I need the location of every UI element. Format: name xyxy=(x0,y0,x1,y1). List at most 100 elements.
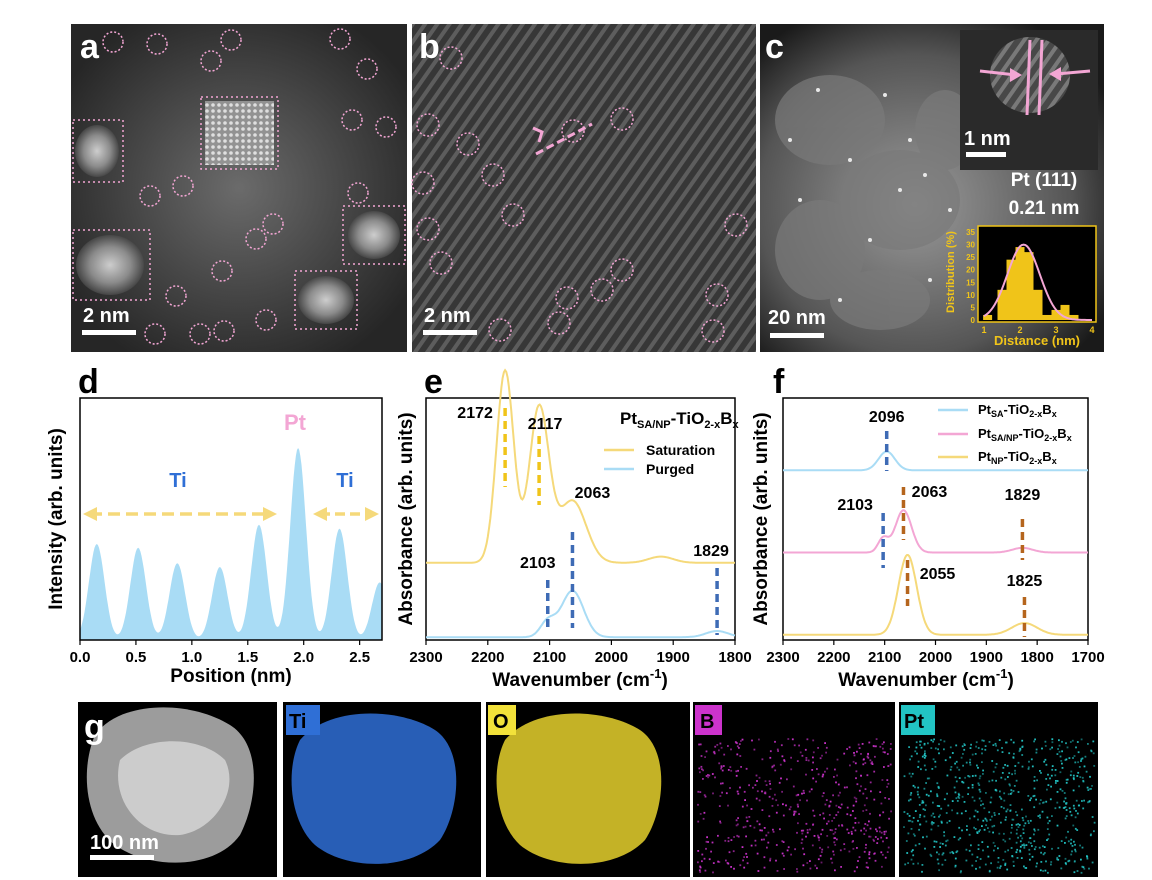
element-signal-dot xyxy=(981,748,984,751)
element-signal-dot xyxy=(1093,830,1095,833)
element-signal-dot xyxy=(1031,855,1034,858)
element-signal-dot xyxy=(1001,751,1004,753)
element-signal-dot xyxy=(879,791,882,793)
element-signal-dot xyxy=(958,797,961,799)
element-signal-dot xyxy=(733,836,735,838)
element-signal-dot xyxy=(1004,778,1007,781)
x-tick-label: 2000 xyxy=(595,649,628,666)
element-signal-dot xyxy=(924,755,927,757)
element-signal-dot xyxy=(954,857,957,860)
element-signal-dot xyxy=(977,848,980,850)
element-signal-dot xyxy=(1004,864,1007,866)
element-signal-dot xyxy=(1004,818,1007,821)
element-signal-dot xyxy=(772,828,774,831)
element-signal-dot xyxy=(854,817,857,820)
element-signal-dot xyxy=(858,747,861,749)
element-signal-dot xyxy=(864,823,867,825)
element-signal-dot xyxy=(982,803,984,806)
element-signal-dot xyxy=(960,756,963,759)
element-signal-dot xyxy=(923,815,926,818)
element-signal-dot xyxy=(702,769,704,772)
element-signal-dot xyxy=(979,829,981,831)
element-signal-dot xyxy=(860,785,862,788)
element-signal-dot xyxy=(725,792,728,795)
element-signal-dot xyxy=(968,833,971,836)
element-signal-dot xyxy=(787,846,790,849)
element-signal-dot xyxy=(752,786,754,789)
element-signal-dot xyxy=(756,790,759,793)
element-signal-dot xyxy=(728,851,731,854)
element-signal-dot xyxy=(718,805,721,807)
x-tick-label: 2.0 xyxy=(293,649,314,666)
element-signal-dot xyxy=(1025,815,1027,818)
element-signal-dot xyxy=(984,817,987,820)
element-signal-dot xyxy=(782,803,784,806)
element-signal-dot xyxy=(858,789,861,792)
element-signal-dot xyxy=(748,816,751,818)
element-signal-dot xyxy=(835,838,838,841)
element-signal-dot xyxy=(769,857,772,860)
element-signal-dot xyxy=(1017,836,1019,839)
element-signal-dot xyxy=(712,862,715,864)
element-signal-dot xyxy=(988,780,991,783)
lattice-label-2: 0.21 nm xyxy=(1009,198,1080,219)
element-signal-dot xyxy=(1044,740,1047,743)
element-signal-dot xyxy=(943,831,945,834)
element-signal-dot xyxy=(1029,819,1032,822)
element-signal-dot xyxy=(819,757,822,760)
element-signal-dot xyxy=(1033,779,1036,782)
element-signal-dot xyxy=(863,827,866,830)
element-signal-dot xyxy=(988,811,991,814)
cluster-boxes xyxy=(72,96,406,330)
element-signal-dot xyxy=(1055,780,1057,782)
x-tick-label: 2200 xyxy=(817,649,850,666)
element-signal-dot xyxy=(890,743,892,745)
element-signal-dot xyxy=(927,742,929,745)
element-signal-dot xyxy=(700,765,703,768)
element-signal-dot xyxy=(1050,863,1052,866)
element-signal-dot xyxy=(758,776,761,779)
element-signal-dot xyxy=(816,768,818,770)
element-signal-dot xyxy=(938,853,940,856)
element-signal-dot xyxy=(727,769,730,771)
element-signal-dot xyxy=(927,794,930,797)
element-signal-dot xyxy=(1031,765,1034,768)
element-signal-dot xyxy=(1076,775,1079,777)
element-signal-dot xyxy=(822,812,825,815)
element-signal-dot xyxy=(918,816,921,818)
panel-e: e Absorbance (arb. units) Wavenumber (cm… xyxy=(396,363,752,691)
element-signal-dot xyxy=(995,763,998,765)
hrtem-image-b xyxy=(412,24,756,352)
element-signal-dot xyxy=(965,859,968,862)
element-signal-dot xyxy=(817,834,819,837)
element-signal-dot xyxy=(807,759,810,762)
element-signal-dot xyxy=(1029,799,1031,802)
element-signal-dot xyxy=(956,850,959,853)
x-tick-label: 0.5 xyxy=(125,649,146,666)
element-signal-dot xyxy=(1075,799,1078,802)
element-signal-dot xyxy=(852,760,855,763)
element-signal-dot xyxy=(969,747,972,749)
element-signal-dot xyxy=(919,814,922,816)
element-signal-dot xyxy=(1072,757,1074,759)
element-signal-dot xyxy=(1033,828,1036,831)
element-signal-dot xyxy=(843,843,846,845)
element-signal-dot xyxy=(740,740,742,742)
element-signal-dot xyxy=(941,863,944,866)
element-signal-dot xyxy=(1003,807,1005,810)
element-signal-dot xyxy=(1063,800,1065,803)
element-signal-dot xyxy=(1030,797,1032,800)
element-signal-dot xyxy=(779,763,782,766)
element-signal-dot xyxy=(769,788,772,790)
element-signal-dot xyxy=(1082,780,1085,783)
element-signal-dot xyxy=(801,832,804,835)
inset-scale-bar xyxy=(966,152,1006,157)
element-signal-dot xyxy=(727,804,729,807)
panel-label-e: e xyxy=(424,363,443,401)
element-signal-dot xyxy=(1035,865,1038,868)
element-signal-dot xyxy=(1021,746,1024,748)
element-signal-dot xyxy=(917,793,919,796)
element-signal-dot xyxy=(918,796,921,799)
element-signal-dot xyxy=(982,849,984,852)
element-signal-dot xyxy=(977,818,979,821)
